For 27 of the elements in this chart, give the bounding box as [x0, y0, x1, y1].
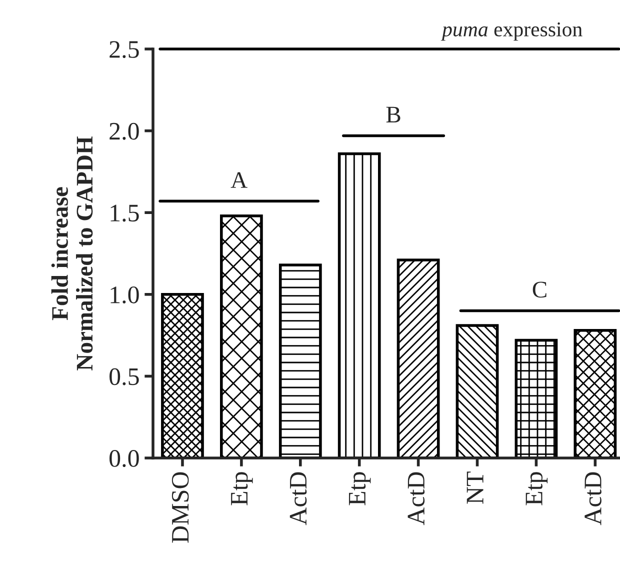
bar: [396, 258, 440, 458]
chart-title: puma expression: [440, 22, 582, 41]
y-axis-title: Fold increase Normalized to GAPDH: [51, 136, 93, 370]
x-tick-label: Etp: [348, 472, 371, 506]
y-tick-label: 2.0: [110, 122, 139, 140]
bar: [456, 324, 499, 458]
bar: [514, 338, 558, 458]
x-tick-label: ActD: [408, 472, 425, 526]
x-tick-label: Etp: [231, 472, 253, 506]
x-tick-label: NT: [466, 472, 484, 504]
bar: [574, 329, 617, 458]
bar: [161, 293, 204, 458]
bar: [220, 214, 263, 458]
y-tick-label: 1.0: [110, 286, 139, 304]
x-tick-label: Etp: [526, 472, 548, 506]
y-tick-label: 1.5: [110, 204, 139, 222]
bar: [338, 152, 381, 458]
x-tick-label: ActD: [584, 472, 602, 526]
y-tick-label: 2.5: [110, 41, 139, 58]
y-tick-label: 0.5: [110, 368, 139, 386]
annotation: A: [230, 172, 248, 188]
y-tick-label: 0.0: [110, 450, 139, 468]
annotation: C: [532, 282, 546, 298]
x-tick-label: DMSO: [172, 472, 189, 543]
x-tick-label: ActD: [290, 472, 307, 526]
annotation: B: [386, 106, 400, 122]
bar: [278, 264, 322, 458]
